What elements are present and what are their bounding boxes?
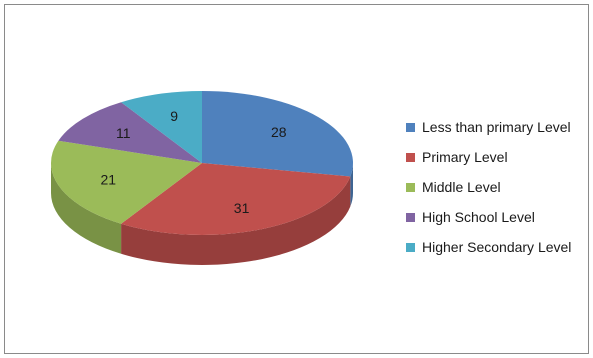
pie-data-label: 11 (116, 125, 131, 141)
legend-item: Less than primary Level (406, 112, 571, 142)
legend: Less than primary Level Primary Level Mi… (406, 112, 571, 262)
pie-data-label: 9 (170, 108, 178, 124)
pie-data-label: 21 (100, 172, 116, 188)
legend-label: High School Level (422, 209, 535, 225)
legend-label: Middle Level (422, 179, 501, 195)
legend-item: High School Level (406, 202, 571, 232)
legend-swatch (406, 182, 415, 192)
pie-slice-side (50, 163, 122, 254)
pie-slice (202, 91, 353, 177)
pie-slice (51, 140, 202, 224)
legend-label: Less than primary Level (422, 119, 571, 135)
pie-slice (121, 163, 351, 236)
legend-item: Middle Level (406, 172, 571, 202)
pie-slice-side (121, 176, 351, 265)
pie-slices (51, 91, 353, 236)
legend-item: Primary Level (406, 142, 571, 172)
pie-slice (121, 91, 202, 163)
legend-swatch (406, 152, 415, 162)
pie-data-label: 28 (271, 124, 287, 140)
legend-label: Primary Level (422, 149, 508, 165)
legend-swatch (406, 212, 415, 222)
legend-label: Higher Secondary Level (422, 239, 572, 255)
legend-swatch (406, 242, 415, 252)
legend-item: Higher Secondary Level (406, 232, 571, 262)
pie-data-label: 31 (234, 200, 250, 216)
pie-data-labels: 28 31 21 11 9 (100, 108, 286, 216)
pie-slice (58, 102, 202, 163)
pie-sides (50, 163, 353, 265)
pie-slice-side (350, 163, 353, 207)
legend-swatch (406, 122, 415, 132)
